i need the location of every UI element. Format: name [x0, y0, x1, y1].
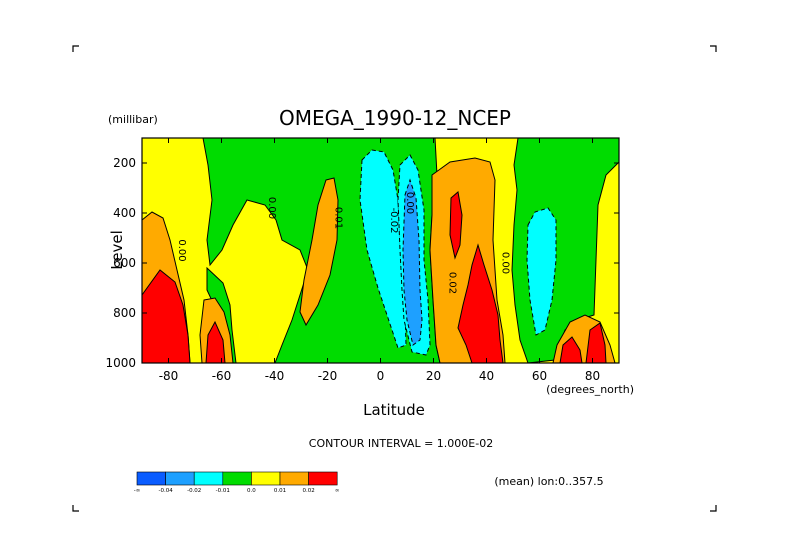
- mean-lon-footer: (mean) lon:0..357.5: [494, 475, 603, 488]
- y-tick-label: 1000: [105, 356, 136, 370]
- contour-label: 0.00: [266, 197, 277, 219]
- colorbar-swatch: [193, 471, 224, 486]
- colorbar-swatch: [136, 471, 166, 486]
- y-axis-title: Level: [108, 230, 126, 270]
- y-tick-label: 800: [113, 306, 136, 320]
- colorbar-label: -0.01: [216, 488, 230, 494]
- crop-marks: [72, 45, 717, 512]
- contour-label: 0.00: [404, 192, 415, 214]
- colorbar-swatch: [222, 471, 252, 486]
- colorbar-swatch: [279, 471, 309, 486]
- contour-interval-text: CONTOUR INTERVAL = 1.000E-02: [309, 437, 493, 450]
- x-tick-label: 0: [377, 369, 385, 383]
- axes: -80 -60 -40 -20 0 20 40 60 80 200 400 600 800 1000: [105, 138, 619, 383]
- contour-label: 0.00: [176, 239, 187, 261]
- contour-label: 0.02: [446, 272, 457, 294]
- contour-label: -0.02: [388, 208, 399, 234]
- colorbar-swatch: [251, 471, 281, 486]
- x-tick-label: -80: [159, 369, 179, 383]
- x-axis-title: Latitude: [363, 401, 425, 419]
- y-tick-label: 600: [113, 256, 136, 270]
- y-tick-label: 400: [113, 206, 136, 220]
- colorbar-label: 0.0: [247, 488, 256, 494]
- colorbar-label: ∞: [335, 488, 340, 494]
- contour-label: 0.00: [499, 252, 510, 274]
- x-tick-label: -20: [318, 369, 338, 383]
- colorbar-label: -0.02: [187, 488, 201, 494]
- chart-title: OMEGA_1990-12_NCEP: [279, 106, 511, 130]
- x-tick-label: 80: [585, 369, 600, 383]
- x-units-label: (degrees_north): [546, 383, 634, 396]
- plot-area: 0.00 0.00 0.01 -0.02 0.00 0.02 0.00: [141, 137, 620, 364]
- colorbar-label: -∞: [134, 488, 141, 494]
- red-regions: [142, 191, 607, 363]
- x-tick-label: 40: [479, 369, 494, 383]
- x-tick-label: -60: [212, 369, 232, 383]
- colorbar-label: -0.04: [158, 488, 173, 494]
- blue-region: [402, 178, 423, 346]
- contour-labels: 0.00 0.00 0.01 -0.02 0.00 0.02 0.00: [176, 192, 510, 294]
- colorbar: -∞ -0.04 -0.02 -0.01 0.0 0.01 0.02 ∞: [134, 471, 340, 494]
- colorbar-label: 0.02: [302, 488, 314, 494]
- contour-label: 0.01: [332, 207, 343, 229]
- colorbar-swatch: [308, 471, 338, 486]
- x-tick-label: 20: [426, 369, 441, 383]
- x-tick-label: 60: [532, 369, 547, 383]
- x-tick-label: -40: [265, 369, 285, 383]
- colorbar-label: 0.01: [274, 488, 286, 494]
- y-tick-label: 200: [113, 156, 136, 170]
- y-units-label: (millibar): [108, 113, 158, 126]
- colorbar-swatch: [165, 471, 195, 486]
